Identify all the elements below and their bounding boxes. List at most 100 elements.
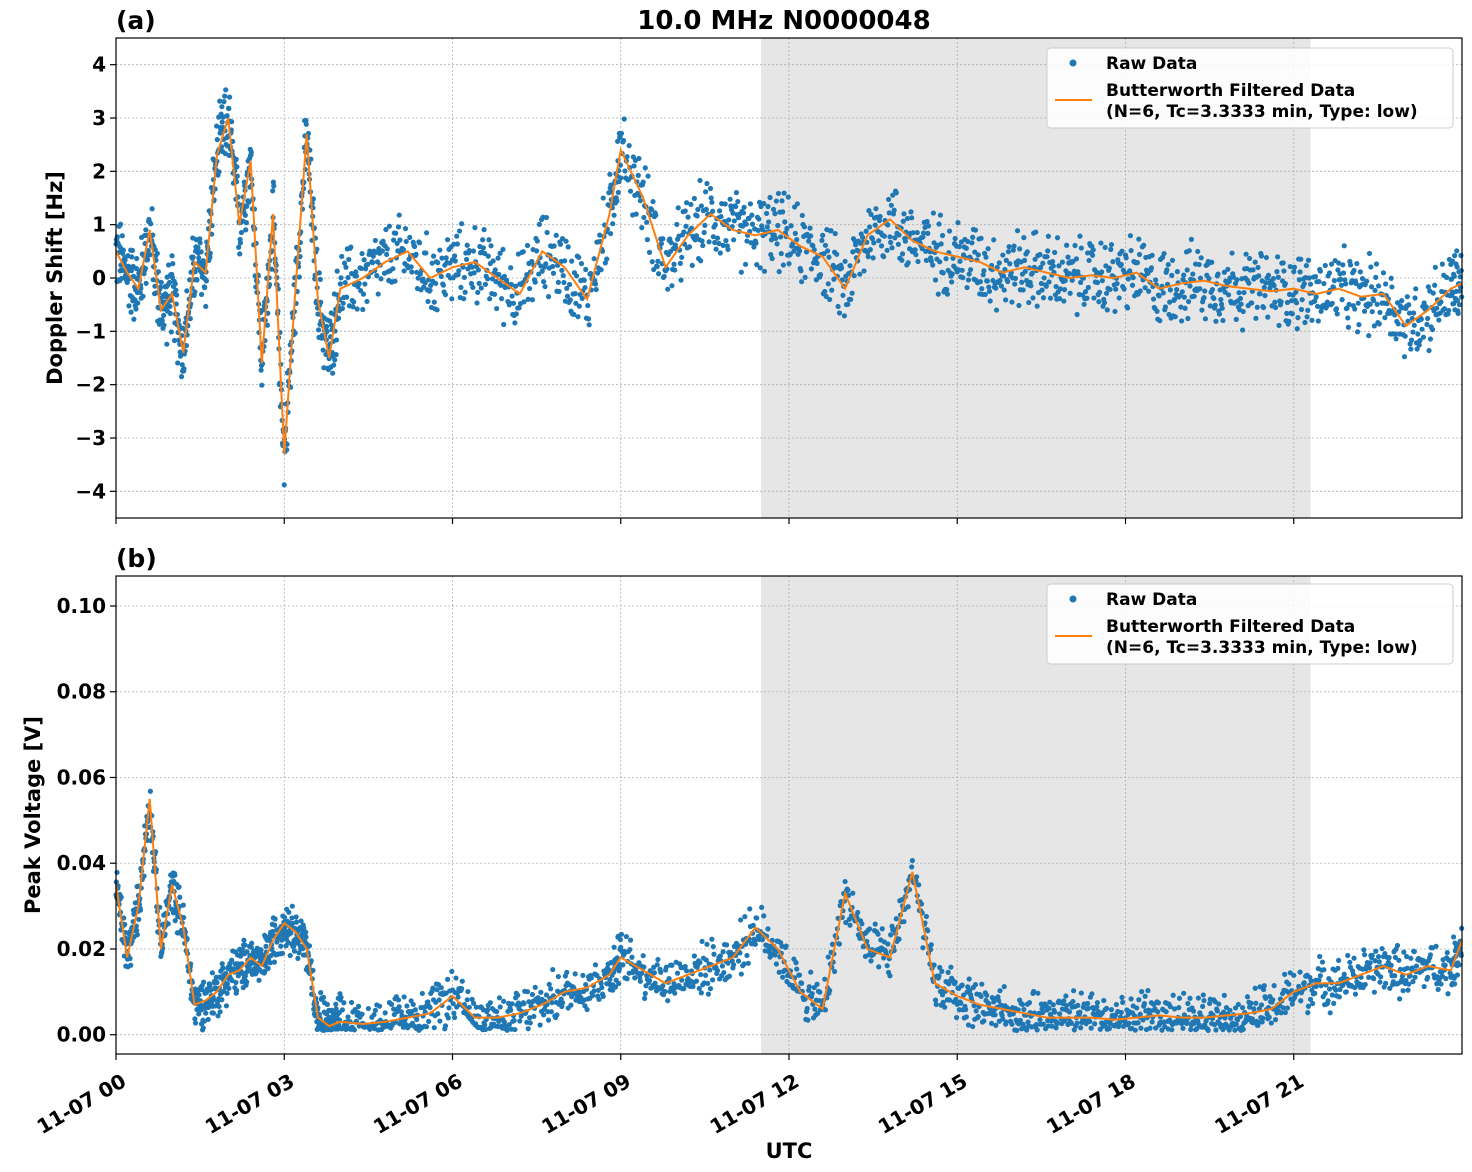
panel-a-raw-point xyxy=(707,185,714,192)
panel-a-raw-point xyxy=(886,210,892,216)
panel-a-raw-point xyxy=(700,242,706,249)
panel-a-raw-point xyxy=(348,244,354,250)
panel-a-raw-point xyxy=(1052,249,1058,256)
panel-b-raw-point xyxy=(596,996,602,1002)
panel-a-raw-point xyxy=(1414,346,1420,352)
panel-b-raw-point xyxy=(793,960,799,966)
panel-a-raw-point xyxy=(1065,254,1071,260)
panel-a-raw-point xyxy=(788,223,794,229)
panel-b-raw-point xyxy=(1244,994,1251,1000)
panel-a-raw-point xyxy=(1298,256,1304,262)
panel-b-raw-point xyxy=(1336,957,1342,963)
panel-b-raw-point xyxy=(822,976,828,982)
panel-a-raw-point xyxy=(317,276,323,283)
panel-a-label: (a) xyxy=(116,6,156,35)
panel-b-raw-point xyxy=(1021,1006,1027,1013)
panel-a-legend-raw-marker xyxy=(1069,59,1077,67)
panel-a-raw-point xyxy=(1357,269,1363,275)
panel-a-raw-point xyxy=(824,248,831,254)
panel-a-raw-point xyxy=(814,260,820,266)
panel-a-raw-point xyxy=(1134,260,1141,266)
panel-b-raw-point xyxy=(714,968,721,974)
panel-a-raw-point xyxy=(579,295,585,302)
panel-a-raw-point xyxy=(905,260,911,266)
panel-a-raw-point xyxy=(269,266,275,272)
panel-a-raw-point xyxy=(1240,308,1246,315)
panel-a-raw-point xyxy=(434,307,440,313)
panel-a-raw-point xyxy=(384,251,390,258)
panel-a-raw-point xyxy=(1057,295,1063,302)
panel-a-raw-point xyxy=(780,262,786,268)
panel-b-raw-point xyxy=(219,997,225,1003)
panel-a-raw-point xyxy=(1402,333,1408,339)
panel-a-legend-raw-label: Raw Data xyxy=(1106,54,1197,74)
panel-a-raw-point xyxy=(1128,247,1134,254)
panel-a-raw-point xyxy=(1432,264,1438,270)
panel-a-raw-point xyxy=(1368,264,1374,270)
panel-a-raw-point xyxy=(246,199,252,205)
panel-b-raw-point xyxy=(1286,981,1292,987)
panel-a-raw-point xyxy=(1412,295,1418,301)
panel-b-raw-point xyxy=(1258,1002,1265,1008)
panel-a-raw-point xyxy=(179,362,185,368)
panel-a-raw-point xyxy=(607,171,613,177)
panel-b-raw-point xyxy=(1239,1005,1246,1011)
panel-b-raw-point xyxy=(827,987,833,994)
panel-b-raw-point xyxy=(308,958,314,964)
panel-b-raw-point xyxy=(1406,981,1412,987)
panel-b-raw-point xyxy=(1421,983,1427,990)
panel-a-raw-point xyxy=(1425,284,1431,290)
panel-a-raw-point xyxy=(1326,270,1333,276)
panel-a-raw-point xyxy=(452,253,458,259)
panel-a-raw-point xyxy=(1207,303,1213,309)
panel-a-raw-point xyxy=(1346,301,1352,307)
panel-b-raw-point xyxy=(681,986,687,992)
panel-a-raw-point xyxy=(1202,316,1209,322)
panel-b-raw-point xyxy=(1282,971,1288,977)
panel-a-raw-point xyxy=(716,208,723,214)
panel-a-raw-point xyxy=(668,240,674,246)
panel-a-raw-point xyxy=(378,276,384,282)
panel-b-raw-point xyxy=(263,943,269,949)
panel-a-raw-point xyxy=(324,328,330,334)
panel-a-raw-point xyxy=(1040,260,1046,266)
panel-b-raw-point xyxy=(682,963,688,970)
panel-b-raw-point xyxy=(1139,989,1145,995)
panel-b-raw-point xyxy=(1009,1021,1015,1027)
panel-a-raw-point xyxy=(949,279,955,285)
panel-b-raw-point xyxy=(698,971,704,978)
panel-b-raw-point xyxy=(214,979,220,986)
panel-a-raw-point xyxy=(881,254,887,260)
panel-a-raw-point xyxy=(520,249,526,255)
panel-a-raw-point xyxy=(1233,316,1239,322)
panel-b-raw-point xyxy=(242,942,248,948)
panel-a-raw-point xyxy=(170,261,176,267)
panel-a-raw-point xyxy=(1263,254,1270,261)
panel-a-raw-point xyxy=(1216,311,1223,317)
panel-a-raw-point xyxy=(868,211,874,217)
panel-a-raw-point xyxy=(303,121,309,127)
panel-b-ytick-label-3: 0.04 xyxy=(57,851,106,875)
panel-a-raw-point xyxy=(614,138,621,144)
panel-b-raw-point xyxy=(953,996,959,1002)
panel-a-raw-point xyxy=(1129,282,1136,288)
panel-b-raw-point xyxy=(928,946,934,953)
panel-a-raw-point xyxy=(1335,267,1341,273)
panel-b-raw-point xyxy=(550,966,556,973)
panel-b-filtered-line xyxy=(115,798,1463,1028)
panel-a-raw-point xyxy=(401,268,407,274)
panel-a-raw-point xyxy=(633,211,639,217)
panel-a-raw-point xyxy=(1174,269,1180,275)
panel-a-raw-point xyxy=(1012,275,1019,282)
panel-a-raw-point xyxy=(238,229,245,236)
chart-title: 10.0 MHz N0000048 xyxy=(637,6,930,36)
panel-a-raw-point xyxy=(1038,280,1044,287)
panel-b-raw-point xyxy=(632,975,638,981)
panel-b-raw-point xyxy=(1052,1009,1058,1015)
panel-b-raw-point xyxy=(1054,1019,1061,1026)
panel-a-raw-point xyxy=(486,237,492,243)
panel-b-raw-point xyxy=(517,1018,523,1024)
panel-a-raw-point xyxy=(960,275,966,281)
panel-a-raw-point xyxy=(172,281,178,287)
panel-a-raw-point xyxy=(768,251,774,258)
